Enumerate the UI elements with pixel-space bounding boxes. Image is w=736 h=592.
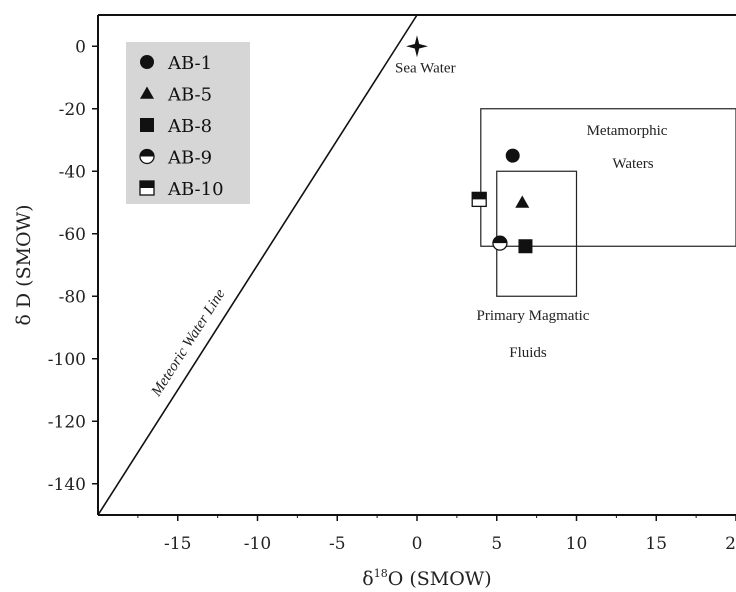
legend-label: AB-1 [167, 53, 212, 74]
legend-marker-ab-5-shape [140, 86, 154, 99]
legend-marker-ab-9 [139, 148, 155, 165]
x-tick-label: -15 [164, 534, 191, 554]
x-tick-label: 0 [412, 534, 423, 554]
legend-marker-ab-1 [140, 55, 154, 69]
data-point-ab-10 [471, 191, 487, 208]
legend-marker-ab-8 [140, 118, 154, 132]
data-point-ab-5 [515, 195, 530, 208]
y-tick-label: -40 [59, 162, 86, 182]
y-tick-label: 0 [75, 37, 86, 57]
data-point-ab-5-shape [515, 195, 530, 208]
magmatic-region [496, 170, 578, 297]
legend-marker-ab-10-fill [140, 181, 154, 188]
magmatic-label: Primary Magmatic [477, 308, 590, 324]
y-axis-title: δ D (SMOW) [13, 204, 35, 325]
data-point-ab-8 [518, 239, 533, 254]
metamorphic-label: Metamorphic [587, 123, 668, 139]
metamorphic-label: Waters [612, 156, 653, 172]
y-tick-label: -20 [59, 100, 86, 120]
data-point-ab-1-shape [505, 148, 520, 163]
y-tick-label: -120 [48, 412, 86, 432]
legend-marker-ab-8-shape [140, 118, 154, 132]
meteoric-water-line [97, 14, 418, 516]
y-tick-label: -100 [48, 350, 86, 370]
legend-label: AB-10 [167, 179, 224, 200]
sea-water-label: Sea Water [395, 60, 456, 76]
legend-label: AB-9 [167, 148, 212, 169]
sea-water-point [406, 35, 428, 58]
data-point-ab-9-fill [492, 236, 507, 244]
legend-marker-ab-1-shape [140, 55, 154, 69]
x-tick-label: 10 [566, 534, 588, 554]
legend-label: AB-5 [167, 85, 212, 106]
legend-marker-ab-10 [139, 180, 155, 196]
data-point-ab-9 [492, 235, 508, 251]
x-tick-label: 5 [491, 534, 502, 554]
x-tick-label: 15 [645, 534, 667, 554]
x-tick-label: -10 [244, 534, 271, 554]
x-tick-label: -5 [329, 534, 346, 554]
x-tick-label: 20 [725, 534, 736, 554]
y-tick-label: -80 [59, 287, 86, 307]
legend-marker-ab-5 [140, 86, 154, 99]
legend-marker-ab-9-fill [140, 149, 154, 157]
meteoric-water-line-label: Meteoric Water Line [148, 286, 229, 400]
y-tick-label: -140 [48, 475, 86, 495]
magmatic-label: Fluids [509, 345, 547, 361]
data-point-ab-10-fill [472, 192, 487, 200]
data-point-ab-1 [505, 148, 520, 163]
data-point-ab-8-shape [518, 239, 533, 254]
legend-label: AB-8 [167, 116, 212, 137]
y-tick-label: -60 [59, 225, 86, 245]
x-axis-title: δ18O (SMOW) [362, 567, 491, 590]
